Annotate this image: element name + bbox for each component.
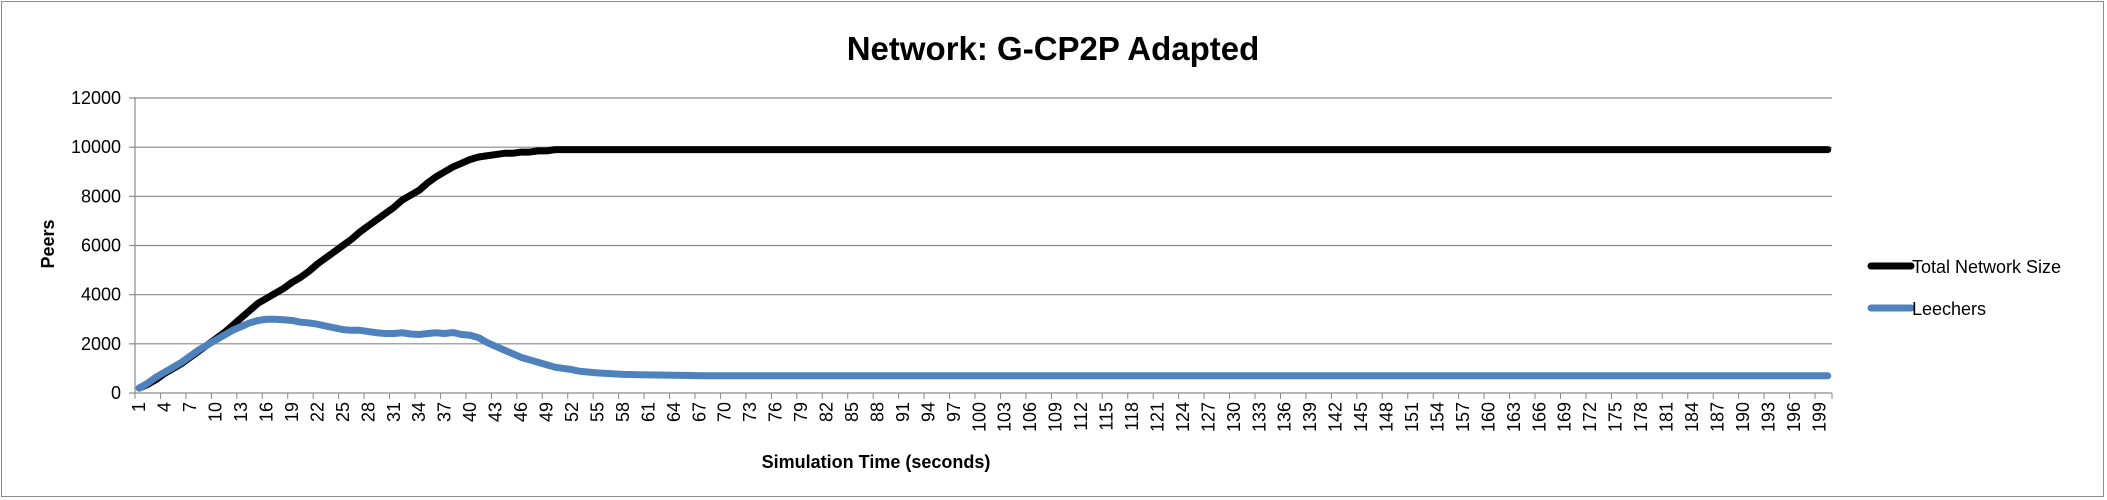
x-tick-label: 37 (435, 402, 455, 422)
x-tick-label: 145 (1351, 402, 1371, 432)
x-tick-label: 34 (409, 402, 429, 422)
axes (129, 97, 1833, 399)
x-tick-label: 115 (1097, 402, 1117, 431)
x-tick-label: 28 (358, 402, 378, 422)
y-tick-label: 6000 (81, 236, 121, 256)
x-tick-label: 52 (562, 402, 582, 422)
x-tick-label: 118 (1122, 402, 1142, 431)
series-lines (135, 146, 1832, 392)
x-tick-label: 151 (1402, 402, 1422, 432)
x-tick-labels: 1 4 7 10 13 16 19 22 25 28 31 34 37 40 43 46 49 52 55 58 61 6… (129, 402, 1829, 432)
x-tick-label: 142 (1326, 402, 1346, 432)
x-tick-label: 25 (333, 402, 353, 422)
x-tick-label: 163 (1504, 402, 1524, 432)
x-tick-label: 148 (1377, 402, 1397, 432)
x-tick-label: 187 (1707, 402, 1727, 432)
x-tick-label: 49 (537, 402, 557, 422)
x-tick-label: 70 (715, 402, 735, 422)
x-tick-label: 1 (129, 402, 149, 412)
x-tick-label: 169 (1555, 402, 1575, 432)
x-tick-label: 127 (1198, 402, 1218, 432)
x-tick-label: 139 (1300, 402, 1320, 432)
x-tick-label: 136 (1275, 402, 1295, 432)
x-tick-label: 190 (1733, 402, 1753, 432)
x-tick-label: 199 (1809, 402, 1829, 432)
x-tick-label: 184 (1682, 402, 1702, 432)
x-tick-label: 16 (257, 402, 277, 422)
x-tick-label: 121 (1147, 402, 1167, 432)
grid-lines (135, 97, 1832, 345)
x-tick-label: 112 (1071, 402, 1091, 431)
x-tick-label: 85 (842, 402, 862, 422)
x-tick-label: 193 (1758, 402, 1778, 432)
x-tick-label: 94 (918, 402, 938, 422)
x-tick-label: 10 (206, 402, 226, 422)
x-tick-label: 88 (867, 402, 887, 422)
x-tick-label: 67 (689, 402, 709, 422)
y-tick-labels: 0 2000 4000 6000 8000 10000 12000 (71, 88, 121, 403)
y-tick-label: 8000 (81, 186, 121, 206)
x-tick-label: 55 (587, 402, 607, 422)
x-tick-label: 64 (664, 402, 684, 422)
x-tick-label: 82 (817, 402, 837, 422)
x-tick-label: 106 (1020, 402, 1040, 432)
y-tick-label: 4000 (81, 285, 121, 305)
x-tick-label: 103 (995, 402, 1015, 432)
x-tick-label: 40 (460, 402, 480, 422)
y-tick-label: 0 (111, 383, 121, 403)
x-tick-label: 154 (1427, 402, 1447, 432)
x-tick-label: 160 (1478, 402, 1498, 432)
x-tick-label: 61 (638, 402, 658, 422)
x-tick-label: 19 (282, 402, 302, 422)
x-tick-label: 175 (1606, 402, 1626, 432)
legend-label: Leechers (1912, 299, 1986, 319)
x-tick-label: 91 (893, 402, 913, 422)
x-tick-label: 76 (766, 402, 786, 422)
x-tick-label: 97 (944, 402, 964, 422)
x-tick-label: 166 (1529, 402, 1549, 432)
x-tick-label: 157 (1453, 402, 1473, 432)
x-tick-label: 46 (511, 402, 531, 422)
x-tick-label: 109 (1046, 402, 1066, 432)
x-tick-label: 31 (384, 402, 404, 422)
x-tick-label: 133 (1249, 402, 1269, 432)
x-tick-label: 13 (231, 402, 251, 422)
x-tick-label: 79 (791, 402, 811, 422)
x-tick-label: 181 (1657, 402, 1677, 432)
x-tick-label: 196 (1784, 402, 1804, 432)
y-tick-label: 12000 (71, 88, 121, 108)
x-axis-title: Simulation Time (seconds) (762, 452, 991, 472)
legend-label: Total Network Size (1912, 257, 2061, 277)
x-tick-label: 43 (486, 402, 506, 422)
x-tick-label: 130 (1224, 402, 1244, 432)
x-tick-label: 124 (1173, 402, 1193, 432)
x-tick-label: 178 (1631, 402, 1651, 432)
x-tick-label: 58 (613, 402, 633, 422)
x-tick-label: 7 (180, 402, 200, 412)
series-line-leechers (135, 315, 1832, 392)
x-tick-label: 22 (307, 402, 327, 422)
legend: Total Network Size Leechers (1867, 257, 2061, 319)
x-tick-label: 4 (155, 402, 175, 412)
x-tick-label: 172 (1580, 402, 1600, 432)
x-tick-label: 73 (740, 402, 760, 422)
x-tick-label: 100 (969, 402, 989, 432)
y-tick-label: 10000 (71, 137, 121, 157)
y-axis-title: Peers (38, 219, 58, 268)
chart-title: Network: G-CP2P Adapted (847, 30, 1260, 67)
series-line-total-network-size (135, 146, 1832, 392)
y-tick-label: 2000 (81, 334, 121, 354)
